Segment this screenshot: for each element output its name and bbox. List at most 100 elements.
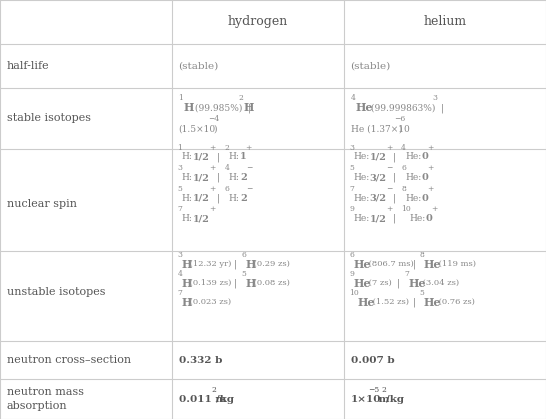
Text: 6: 6 bbox=[225, 185, 229, 193]
Text: 1/2: 1/2 bbox=[193, 214, 210, 223]
Text: −: − bbox=[246, 164, 252, 172]
Text: H:: H: bbox=[229, 173, 240, 182]
Text: (1.52 zs): (1.52 zs) bbox=[371, 298, 409, 306]
Text: 1/2: 1/2 bbox=[193, 153, 210, 161]
Text: H: H bbox=[181, 297, 192, 308]
Text: −4: −4 bbox=[208, 115, 219, 123]
Text: H:: H: bbox=[181, 173, 192, 182]
Text: hydrogen: hydrogen bbox=[228, 16, 288, 28]
Text: |: | bbox=[410, 297, 419, 307]
Text: |: | bbox=[232, 278, 240, 288]
Text: stable isotopes: stable isotopes bbox=[7, 114, 91, 123]
Text: −: − bbox=[386, 185, 393, 193]
Text: 9: 9 bbox=[349, 270, 354, 278]
Text: |: | bbox=[390, 152, 399, 162]
Text: (7 zs): (7 zs) bbox=[367, 279, 391, 287]
Text: 2: 2 bbox=[211, 385, 216, 394]
Text: 1: 1 bbox=[179, 94, 183, 102]
Text: 7: 7 bbox=[177, 205, 182, 213]
Text: +: + bbox=[210, 164, 216, 172]
Text: +: + bbox=[431, 205, 437, 213]
Text: 0.332 b: 0.332 b bbox=[179, 356, 222, 365]
Text: 0: 0 bbox=[426, 214, 432, 223]
Text: (1.5×10: (1.5×10 bbox=[179, 124, 216, 133]
Text: 1: 1 bbox=[240, 153, 247, 161]
Text: 6: 6 bbox=[401, 164, 406, 172]
Text: |: | bbox=[390, 194, 399, 203]
Text: He: He bbox=[358, 297, 375, 308]
Text: He:: He: bbox=[354, 214, 370, 223]
Text: 0: 0 bbox=[422, 194, 429, 203]
Text: 3: 3 bbox=[177, 251, 182, 259]
Text: H:: H: bbox=[181, 153, 192, 161]
Text: 2: 2 bbox=[238, 94, 243, 102]
Text: (0.023 zs): (0.023 zs) bbox=[188, 298, 231, 306]
Text: unstable isotopes: unstable isotopes bbox=[7, 287, 105, 297]
Text: 2: 2 bbox=[240, 173, 247, 182]
Text: He: He bbox=[354, 278, 371, 289]
Text: ): ) bbox=[399, 124, 402, 133]
Text: 3/2: 3/2 bbox=[370, 194, 387, 203]
Text: 0: 0 bbox=[422, 153, 429, 161]
Text: 8: 8 bbox=[401, 185, 406, 193]
Text: 10: 10 bbox=[349, 289, 359, 297]
Text: 0.007 b: 0.007 b bbox=[351, 356, 394, 365]
Text: 7: 7 bbox=[349, 185, 354, 193]
Text: −: − bbox=[246, 185, 252, 193]
Text: He:: He: bbox=[354, 153, 370, 161]
Text: −6: −6 bbox=[394, 115, 405, 123]
Text: |: | bbox=[232, 259, 240, 269]
Text: 7: 7 bbox=[177, 289, 182, 297]
Text: He: He bbox=[356, 102, 373, 114]
Text: 1/2: 1/2 bbox=[370, 214, 387, 223]
Text: 9: 9 bbox=[349, 205, 354, 213]
Text: 3: 3 bbox=[177, 164, 182, 172]
Text: 10: 10 bbox=[401, 205, 411, 213]
Text: He: He bbox=[408, 278, 425, 289]
Text: |: | bbox=[394, 278, 403, 288]
Text: +: + bbox=[246, 144, 252, 152]
Text: H:: H: bbox=[229, 153, 240, 161]
Text: 2: 2 bbox=[240, 194, 247, 203]
Text: |: | bbox=[410, 259, 419, 269]
Text: +: + bbox=[210, 185, 216, 193]
Text: 6: 6 bbox=[349, 251, 354, 259]
Text: (806.7 ms): (806.7 ms) bbox=[367, 260, 413, 268]
Text: nuclear spin: nuclear spin bbox=[7, 199, 76, 209]
Text: H: H bbox=[181, 278, 192, 289]
Text: +: + bbox=[427, 144, 434, 152]
Text: /kg: /kg bbox=[216, 395, 234, 403]
Text: 4: 4 bbox=[401, 144, 406, 152]
Text: (stable): (stable) bbox=[351, 62, 391, 70]
Text: /kg: /kg bbox=[386, 395, 404, 403]
Text: −5: −5 bbox=[369, 385, 380, 394]
Text: 1/2: 1/2 bbox=[193, 194, 210, 203]
Text: (stable): (stable) bbox=[179, 62, 219, 70]
Text: He:: He: bbox=[405, 153, 422, 161]
Text: (12.32 yr): (12.32 yr) bbox=[188, 260, 232, 268]
Text: 3: 3 bbox=[349, 144, 354, 152]
Text: (119 ms): (119 ms) bbox=[437, 260, 476, 268]
Text: He: He bbox=[424, 297, 442, 308]
Text: neutron mass
absorption: neutron mass absorption bbox=[7, 387, 84, 411]
Text: 4: 4 bbox=[351, 94, 355, 102]
Text: |: | bbox=[390, 173, 399, 182]
Text: He:: He: bbox=[354, 194, 370, 203]
Text: H: H bbox=[245, 259, 256, 269]
Text: 1: 1 bbox=[177, 144, 182, 152]
Text: He: He bbox=[424, 259, 441, 269]
Text: 1/2: 1/2 bbox=[370, 153, 387, 161]
Text: +: + bbox=[210, 144, 216, 152]
Text: H:: H: bbox=[181, 194, 192, 203]
Text: (99.985%)  |: (99.985%) | bbox=[192, 103, 257, 113]
Text: 4: 4 bbox=[225, 164, 229, 172]
Text: 0.011 m: 0.011 m bbox=[179, 395, 226, 403]
Text: half-life: half-life bbox=[7, 61, 49, 71]
Text: He (1.37×10: He (1.37×10 bbox=[351, 124, 410, 133]
Text: 4: 4 bbox=[177, 270, 182, 278]
Text: (99.999863%)  |: (99.999863%) | bbox=[368, 103, 450, 113]
Text: 3/2: 3/2 bbox=[370, 173, 387, 182]
Text: 7: 7 bbox=[404, 270, 409, 278]
Text: +: + bbox=[210, 205, 216, 213]
Text: He:: He: bbox=[410, 214, 426, 223]
